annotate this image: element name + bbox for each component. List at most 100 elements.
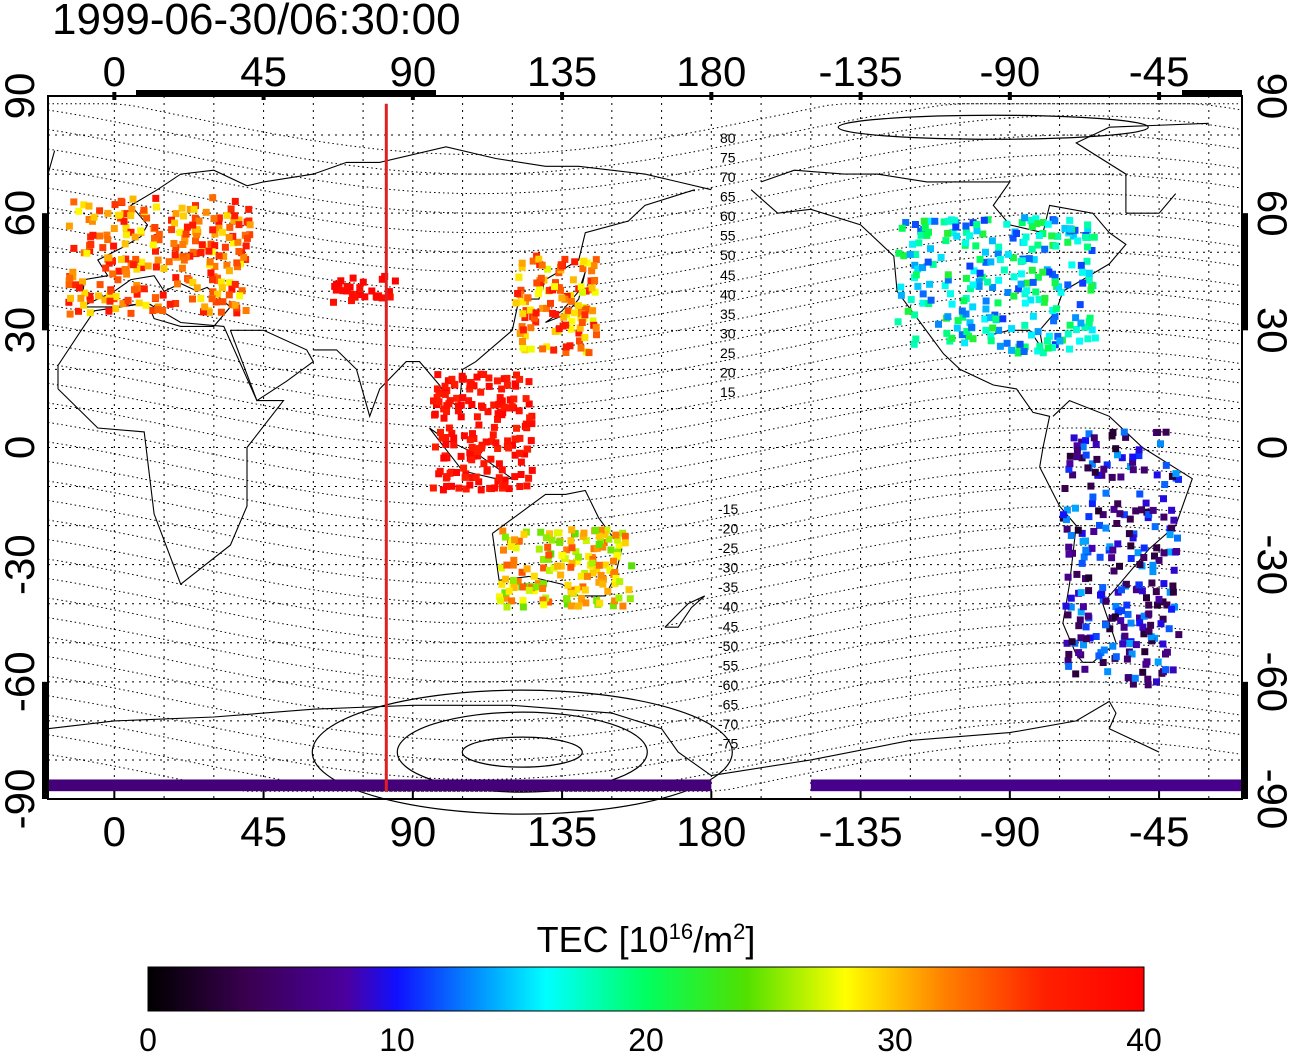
tec-cell [519, 310, 527, 318]
tec-cell [368, 287, 376, 295]
magnetic-contour [47, 134, 1243, 214]
tec-cell [1076, 616, 1084, 624]
tec-cell [1059, 511, 1067, 519]
tec-cell [545, 566, 553, 574]
tec-cell [209, 226, 217, 234]
contour-label: -45 [718, 618, 738, 634]
tec-cell [948, 300, 956, 308]
magnetic-contour [47, 681, 1243, 761]
tec-cell [86, 292, 94, 300]
tec-cell [121, 240, 129, 248]
tec-cell [1090, 434, 1098, 442]
tec-cell [551, 328, 559, 335]
tec-cell [441, 390, 449, 398]
tec-cell [1127, 555, 1135, 562]
tec-cell [457, 413, 465, 421]
tec-cell [962, 222, 970, 230]
tec-cell [1003, 339, 1011, 347]
tec-cell [1145, 610, 1153, 618]
tec-cell [958, 307, 966, 315]
tec-cell [462, 485, 470, 493]
magnetic-contour [47, 700, 1243, 781]
tec-cell [208, 295, 216, 303]
tec-cell [1175, 475, 1182, 483]
tec-cell [1102, 524, 1110, 532]
tec-cell [597, 571, 605, 579]
tec-cell [77, 294, 85, 302]
tec-cell [442, 440, 450, 448]
tec-cell [179, 253, 187, 260]
tec-cell [504, 437, 512, 445]
tec-cell [221, 243, 229, 251]
tec-cell [518, 568, 526, 576]
tec-cell [122, 224, 130, 231]
tec-cell [117, 197, 125, 205]
tec-cell [485, 374, 493, 382]
tec-cell [79, 278, 86, 286]
top-lon-tick-label: 90 [389, 48, 436, 95]
tec-cell [152, 194, 160, 202]
tec-cell [592, 526, 600, 534]
magnetic-contour [47, 642, 1243, 722]
tec-cell [519, 603, 527, 611]
tec-cell [121, 266, 129, 273]
tec-cell [1082, 623, 1090, 631]
tec-cell [511, 435, 519, 443]
tec-cell [969, 303, 977, 311]
tec-cell [1086, 634, 1094, 642]
contour-label: 75 [720, 150, 736, 166]
contour-label: -35 [718, 579, 738, 595]
tec-cell [478, 444, 486, 452]
tec-cell [579, 288, 586, 296]
tec-cell [588, 267, 596, 275]
tec-cell [459, 394, 467, 402]
tec-cell [220, 252, 228, 260]
tec-cell [894, 318, 902, 326]
tec-cell [432, 443, 439, 451]
tec-cell [229, 239, 237, 247]
tec-cell [508, 403, 516, 411]
tec-cell [165, 258, 173, 266]
tec-cell [482, 438, 490, 446]
left-lat-tick-label: -90 [0, 769, 43, 830]
tec-cell [189, 221, 197, 229]
tec-cell [979, 230, 987, 238]
tec-cell [509, 441, 516, 449]
tec-cell [1149, 561, 1157, 569]
tec-cell [563, 546, 571, 554]
tec-cell [1110, 567, 1118, 575]
tec-cell [337, 277, 345, 285]
tec-cell [981, 315, 989, 323]
tec-cell [534, 290, 542, 298]
tec-cell [1075, 649, 1083, 657]
tec-cell [372, 292, 380, 300]
tec-cell [521, 314, 529, 321]
tec-cell [540, 580, 547, 588]
tec-cell [233, 259, 241, 267]
tec-cell [1130, 530, 1138, 538]
tec-cell [1018, 219, 1026, 227]
tec-cell [218, 284, 226, 292]
tec-cell [483, 467, 491, 475]
tec-cell [472, 473, 480, 481]
tec-cell [1064, 281, 1072, 289]
tec-cell [223, 211, 231, 219]
tec-cell [975, 278, 983, 286]
tec-cell [525, 474, 533, 482]
tec-cell [1169, 666, 1177, 674]
tec-cell [1088, 500, 1096, 508]
tec-cell [988, 237, 996, 245]
tec-cell [968, 323, 976, 331]
contour-label: -55 [718, 657, 738, 673]
tec-cell [544, 555, 552, 563]
tec-cell [1129, 680, 1137, 688]
tec-cell [920, 217, 928, 225]
tec-cell [123, 210, 131, 218]
tec-cell [554, 562, 562, 570]
tec-cell [1121, 632, 1129, 640]
tec-cell [1135, 452, 1143, 460]
tec-cell [96, 232, 104, 240]
tec-cell [910, 340, 918, 348]
tec-cell [919, 290, 927, 298]
tec-cell [999, 315, 1007, 323]
